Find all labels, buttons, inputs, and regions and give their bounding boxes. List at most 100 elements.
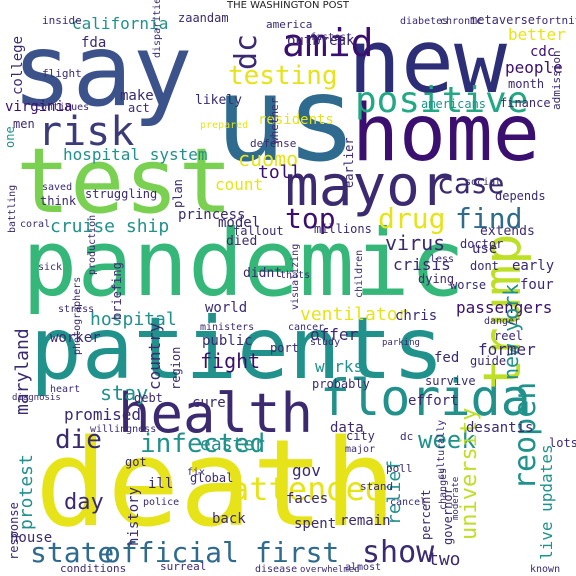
word-fastest: fastest bbox=[310, 32, 352, 43]
word-didnt: didnt bbox=[243, 266, 282, 281]
word-chris: chris bbox=[395, 308, 437, 324]
word-stand: stand bbox=[360, 480, 393, 493]
word-fallout: fallout bbox=[233, 224, 284, 238]
word-disease: disease bbox=[255, 564, 297, 575]
word-governor: governor bbox=[441, 487, 455, 545]
word-month: month bbox=[508, 77, 544, 91]
word-danger: danger bbox=[484, 316, 520, 327]
word-dying: dying bbox=[418, 272, 454, 286]
word-easter: easter bbox=[200, 434, 265, 455]
word-promised: promised bbox=[64, 405, 141, 424]
word-people: people bbox=[505, 58, 563, 77]
word-princess: princess bbox=[178, 207, 245, 223]
word-flight: flight bbox=[42, 67, 82, 80]
word-maryland: maryland bbox=[12, 328, 33, 415]
word-saved: saved bbox=[42, 182, 72, 193]
word-surreal: surreal bbox=[160, 560, 206, 573]
word-gov: gov bbox=[292, 461, 321, 480]
word-protest: protest bbox=[16, 454, 37, 530]
word-die: die bbox=[55, 425, 102, 455]
word-case: case bbox=[437, 167, 504, 200]
word-plan: plan bbox=[171, 179, 185, 208]
word-debt: debt bbox=[134, 391, 163, 405]
word-percent: percent bbox=[419, 489, 433, 540]
word-home: home bbox=[352, 89, 540, 179]
word-changes: changes bbox=[438, 468, 449, 510]
word-world: world bbox=[205, 300, 247, 316]
word-outbreak: outbreak bbox=[287, 33, 355, 49]
word-major: major bbox=[345, 444, 375, 455]
word-died: died bbox=[226, 234, 257, 249]
word-almost: almost bbox=[345, 562, 381, 573]
word-data: data bbox=[330, 420, 364, 436]
word-history: history bbox=[126, 487, 142, 546]
word-fed: fed bbox=[434, 350, 459, 366]
word-global: global bbox=[190, 471, 233, 485]
word-us: us bbox=[215, 50, 357, 188]
word-worker: worker bbox=[50, 330, 101, 346]
word-official: official bbox=[104, 536, 239, 569]
word-toll: toll bbox=[258, 162, 301, 183]
word-week: week bbox=[418, 426, 476, 454]
word-battling: battling bbox=[7, 185, 18, 233]
word-depends: depends bbox=[495, 189, 546, 203]
word-prepared: prepared bbox=[200, 120, 248, 131]
word-diagnosis: diagnosis bbox=[12, 393, 61, 403]
word-residents: residents bbox=[258, 112, 334, 128]
word-use: use bbox=[472, 241, 497, 257]
word-former: former bbox=[478, 340, 536, 359]
word-admission: admission bbox=[550, 50, 563, 110]
word-mayor: mayor bbox=[285, 154, 454, 219]
word-fix: fix bbox=[187, 467, 205, 478]
word-model: model bbox=[218, 215, 260, 231]
word-college: college bbox=[10, 36, 26, 95]
word-chronic: chronic bbox=[440, 16, 482, 27]
word-extends: extends bbox=[480, 224, 535, 239]
word-ventilator: ventilator bbox=[300, 304, 409, 325]
word-spent: spent bbox=[294, 516, 336, 532]
word-death: death bbox=[35, 415, 396, 554]
word-poll: poll bbox=[386, 462, 413, 475]
word-think: think bbox=[40, 194, 77, 208]
word-house: house bbox=[10, 530, 52, 546]
word-city: city bbox=[346, 429, 375, 443]
word-conditions: conditions bbox=[60, 562, 126, 575]
word-four: four bbox=[520, 277, 554, 293]
word-america: america bbox=[266, 18, 312, 31]
word-doctor: doctor bbox=[460, 237, 503, 251]
word-amid: amid bbox=[282, 21, 374, 65]
word-lots: lots bbox=[549, 436, 576, 450]
word-show: show bbox=[362, 535, 435, 570]
word-patients: patients bbox=[30, 299, 444, 399]
word-port: port bbox=[270, 341, 299, 355]
word-works: works bbox=[315, 357, 363, 376]
word-one: one bbox=[3, 126, 17, 148]
word-men: men bbox=[13, 117, 35, 131]
word-trump: trump bbox=[473, 233, 533, 390]
word-testing: testing bbox=[228, 61, 338, 91]
word-university: university bbox=[457, 408, 482, 540]
word-photographers: photographers bbox=[72, 277, 83, 355]
word-disparities: disparities bbox=[152, 0, 163, 58]
word-count: count bbox=[215, 175, 263, 194]
word-coral: coral bbox=[20, 219, 50, 230]
word-state: state bbox=[30, 536, 114, 569]
word-stay: stay bbox=[100, 381, 148, 405]
word-visualizing: visualizing bbox=[290, 244, 301, 310]
word-fda: fda bbox=[81, 35, 106, 51]
word-production: production bbox=[87, 215, 98, 275]
word-zaandam: zaandam bbox=[178, 11, 229, 25]
word-sick: sick bbox=[38, 262, 62, 273]
word-relief: relief bbox=[384, 460, 405, 525]
word-metaverse: metaverse bbox=[470, 13, 535, 27]
word-faces: faces bbox=[286, 491, 328, 507]
word-social: social bbox=[465, 177, 501, 188]
word-survive: survive bbox=[425, 374, 476, 388]
word-cuomo: cuomo bbox=[238, 147, 298, 171]
word-guide: guide bbox=[470, 354, 506, 368]
word-earlier: earlier bbox=[342, 137, 356, 188]
word-finance: finance bbox=[500, 96, 551, 110]
word-test: test bbox=[16, 129, 233, 234]
